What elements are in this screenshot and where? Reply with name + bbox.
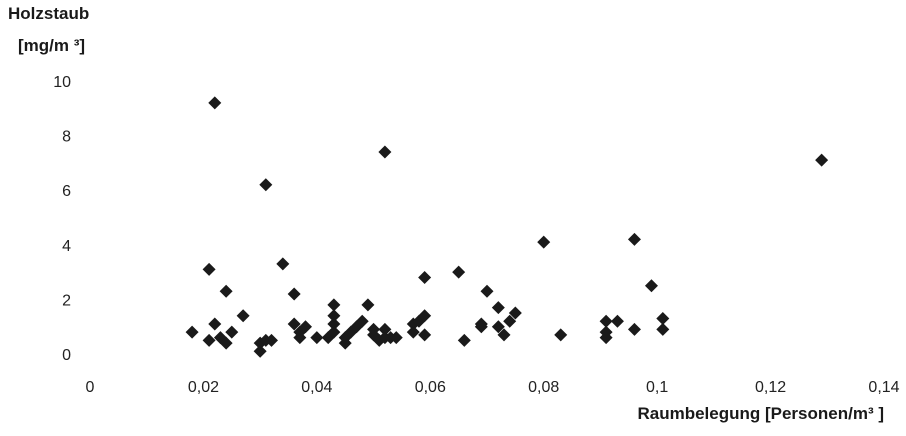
data-point — [497, 328, 511, 342]
data-point — [367, 322, 381, 336]
x-axis-label: Raumbelegung [Personen/m³ ] — [637, 404, 884, 423]
y-axis-unit-label: [mg/m ³] — [18, 36, 86, 55]
y-tick-label: 2 — [62, 292, 71, 309]
x-tick-label: 0,04 — [301, 379, 332, 396]
data-point — [264, 333, 278, 347]
y-axis-ticks: 0 2 4 6 8 10 — [53, 74, 71, 364]
x-tick-label: 0,14 — [868, 379, 899, 396]
data-point — [656, 312, 670, 326]
x-tick-label: 0,02 — [188, 379, 219, 396]
y-tick-label: 6 — [62, 183, 71, 200]
data-point — [503, 314, 517, 328]
data-point — [452, 265, 466, 279]
data-point — [361, 298, 375, 312]
data-point — [208, 96, 222, 110]
data-points — [185, 96, 829, 358]
data-point — [418, 309, 432, 323]
data-point — [599, 314, 613, 328]
x-tick-label: 0,12 — [755, 379, 786, 396]
data-point — [327, 298, 341, 312]
y-tick-label: 10 — [53, 74, 71, 91]
y-tick-label: 4 — [62, 238, 71, 255]
data-point — [327, 317, 341, 331]
data-point — [208, 317, 222, 331]
data-point — [537, 235, 551, 249]
x-tick-label: 0,08 — [528, 379, 559, 396]
data-point — [202, 333, 216, 347]
data-point — [508, 306, 522, 320]
data-point — [276, 257, 290, 271]
x-tick-label: 0 — [86, 379, 95, 396]
data-point — [406, 325, 420, 339]
data-point — [418, 271, 432, 285]
data-point — [644, 279, 658, 293]
data-point — [480, 284, 494, 298]
x-tick-label: 0,1 — [646, 379, 668, 396]
data-point — [474, 317, 488, 331]
data-point — [418, 328, 432, 342]
data-point — [185, 325, 199, 339]
data-point — [327, 309, 341, 323]
data-point — [310, 331, 324, 345]
data-point — [627, 322, 641, 336]
data-point — [287, 317, 301, 331]
data-point — [554, 328, 568, 342]
data-point — [355, 314, 369, 328]
data-point — [219, 284, 233, 298]
data-point — [327, 325, 341, 339]
data-point — [815, 153, 829, 167]
data-point — [202, 262, 216, 276]
data-point — [457, 333, 471, 347]
data-point — [378, 145, 392, 159]
data-point — [378, 322, 392, 336]
y-tick-label: 8 — [62, 129, 71, 146]
x-axis-ticks: 0 0,02 0,04 0,06 0,08 0,1 0,12 0,14 — [86, 379, 900, 396]
data-point — [299, 320, 313, 334]
data-point — [491, 301, 505, 315]
data-point — [259, 178, 273, 192]
data-point — [599, 325, 613, 339]
y-tick-label: 0 — [62, 347, 71, 364]
y-axis-label: Holzstaub — [8, 4, 90, 23]
x-tick-label: 0,06 — [415, 379, 446, 396]
data-point — [225, 325, 239, 339]
data-point — [236, 309, 250, 323]
data-point — [253, 344, 267, 358]
data-point — [389, 331, 403, 345]
data-point — [656, 322, 670, 336]
data-point — [610, 314, 624, 328]
data-point — [627, 232, 641, 246]
data-point — [287, 287, 301, 301]
data-point — [219, 336, 233, 350]
data-point — [491, 320, 505, 334]
